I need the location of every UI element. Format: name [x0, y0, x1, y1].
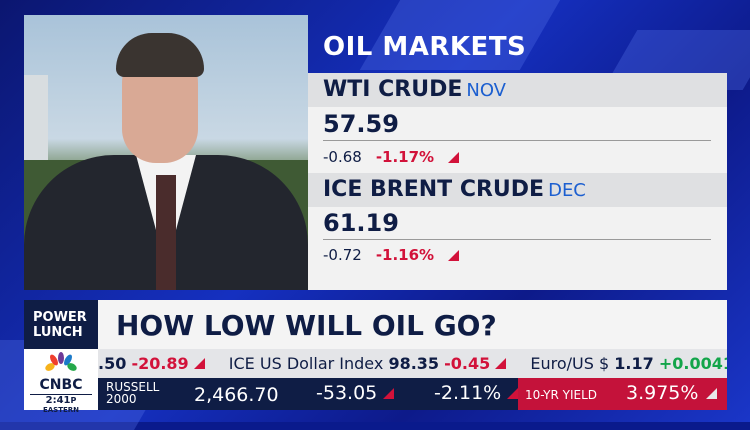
index-value: 2,466.70 — [194, 384, 279, 406]
ticker-change: +0.0041 — [658, 354, 727, 373]
yield-bar: 10-YR YIELD 3.975% — [518, 378, 727, 410]
index-name-line: RUSSELL — [106, 380, 160, 394]
guest-tie — [156, 175, 176, 290]
quote-price: 61.19 — [323, 209, 399, 237]
guest-hair — [116, 33, 204, 77]
ticker-value: .50 — [98, 354, 127, 373]
ticker-item: ICE US Dollar Index 98.35 -0.45 — [229, 354, 507, 373]
quote-contract: NOV — [466, 80, 506, 101]
peacock-icon — [45, 352, 77, 371]
guest-video — [24, 15, 308, 290]
down-triangle-icon — [448, 151, 460, 163]
quotes-panel: WTI CRUDE NOV 57.59 -0.68 -1.17% ICE BRENT… — [308, 73, 727, 290]
network-name: CNBC — [39, 377, 83, 393]
show-brand: POWER LUNCH — [24, 300, 98, 349]
down-triangle-icon — [495, 358, 507, 369]
quote-pct: -1.16% — [375, 246, 435, 264]
yield-value: 3.975% — [626, 382, 699, 404]
ticker-change: -0.45 — [444, 354, 491, 373]
capitol-building — [24, 75, 48, 165]
quote-change-row: -0.68 -1.17% — [323, 148, 460, 166]
index-bar: RUSSELL 2000 2,466.70 -53.05 -2.11% — [98, 378, 519, 410]
headline: HOW LOW WILL OIL GO? — [98, 300, 727, 349]
quote-price: 57.59 — [323, 110, 399, 138]
down-triangle-icon — [193, 358, 205, 369]
ticker-change: -20.89 — [131, 354, 189, 373]
divider — [323, 239, 711, 240]
show-line: POWER — [33, 310, 87, 325]
quote-contract: DEC — [548, 180, 586, 201]
index-change: -53.05 — [316, 382, 395, 404]
ticker: .50 -20.89 ICE US Dollar Index 98.35 -0.… — [98, 349, 727, 378]
yield-label: 10-YR YIELD — [525, 388, 598, 402]
yield-value-group: 3.975% — [626, 382, 718, 404]
ticker-name: ICE US Dollar Index — [228, 354, 384, 373]
quote-name: ICE BRENT CRUDE — [323, 177, 545, 202]
quote-change-row: -0.72 -1.16% — [323, 246, 460, 264]
time-zone: EASTERN — [42, 406, 80, 414]
cnbc-logo: CNBC 2:41P EASTERN — [24, 349, 98, 414]
quote-name: WTI CRUDE — [323, 77, 463, 102]
panel-title: OIL MARKETS — [323, 32, 527, 62]
ticker-item: Euro/US $ 1.17 +0.0041 — [530, 354, 727, 373]
index-name: RUSSELL 2000 — [106, 381, 159, 405]
quote-change: -0.68 — [323, 148, 362, 166]
quote-header: ICE BRENT CRUDE DEC — [308, 173, 727, 207]
show-line: LUNCH — [33, 325, 83, 340]
triangle-icon — [706, 387, 718, 399]
index-pct-value: -2.11% — [434, 382, 502, 404]
ticker-name: Euro/US $ — [530, 354, 610, 373]
index-pct: -2.11% — [434, 382, 519, 404]
quote-pct: -1.17% — [375, 148, 435, 166]
down-triangle-icon — [507, 387, 519, 399]
down-triangle-icon — [383, 387, 395, 399]
clock-time: 2:41 — [45, 395, 71, 406]
quote-change: -0.72 — [323, 246, 362, 264]
ticker-value: 1.17 — [614, 354, 654, 373]
index-name-line: 2000 — [106, 392, 137, 406]
clock-ampm: P — [70, 396, 77, 405]
divider — [323, 140, 711, 141]
down-triangle-icon — [448, 249, 460, 261]
ticker-value: 98.35 — [388, 354, 440, 373]
index-change-value: -53.05 — [316, 382, 378, 404]
quote-header: WTI CRUDE NOV — [308, 73, 727, 107]
ticker-item: .50 -20.89 — [98, 354, 205, 373]
